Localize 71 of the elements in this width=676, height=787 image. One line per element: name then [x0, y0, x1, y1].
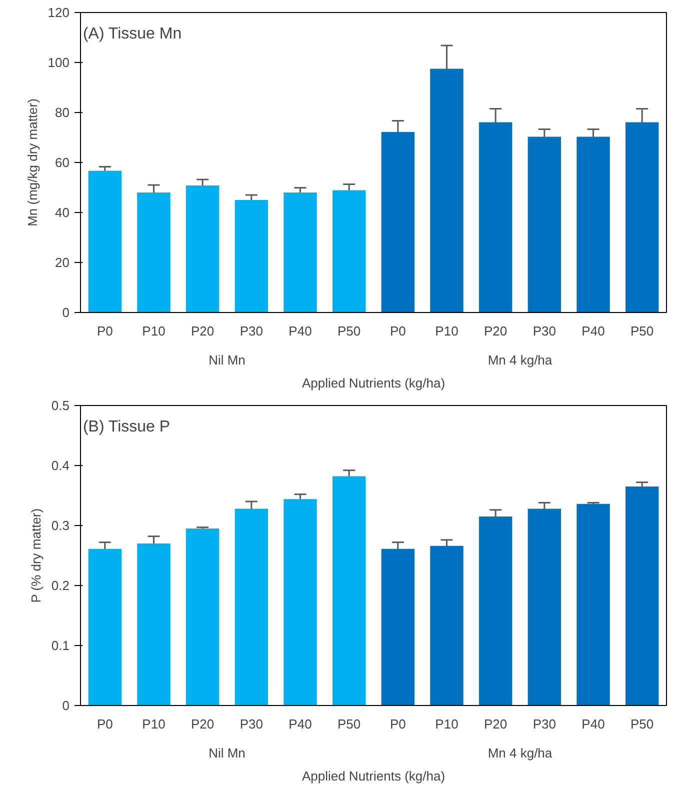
x-tick-label: P10	[142, 324, 166, 338]
bar	[234, 508, 268, 706]
x-tick-label: P0	[390, 716, 406, 732]
bar	[625, 122, 659, 312]
x-tick-label: P40	[288, 324, 312, 338]
bar	[576, 136, 610, 312]
y-tick-label: 40	[55, 205, 70, 220]
x-tick-label: P50	[630, 324, 654, 338]
x-tick-label: P10	[435, 324, 458, 338]
x-tick-label: P20	[484, 716, 508, 732]
x-tick-label: P40	[582, 716, 605, 732]
y-tick-label: 0	[62, 698, 70, 713]
bar	[186, 186, 220, 312]
x-tick-label: P40	[582, 324, 605, 338]
text: (A) Tissue Mn	[82, 26, 182, 42]
x-tick-label: P0	[96, 324, 113, 338]
bar	[478, 122, 512, 312]
y-tick-label: 80	[55, 105, 70, 120]
bar	[478, 516, 512, 706]
y-tick-label: 0.2	[51, 578, 70, 593]
x-tick-label: P50	[630, 716, 654, 732]
x-tick-label: P30	[532, 324, 556, 338]
bar	[528, 508, 562, 706]
y-tick-label: 0.1	[51, 638, 70, 653]
x-axis-title: Applied Nutrients (kg/ha)	[302, 768, 446, 784]
x-tick-label: P30	[240, 716, 263, 732]
y-tick-label: 0.3	[51, 518, 70, 533]
x-tick-label: P20	[191, 716, 214, 732]
bar	[284, 192, 317, 312]
x-axis-title: Applied Nutrients (kg/ha)	[302, 376, 446, 390]
y-tick-label: 60	[55, 155, 70, 170]
x-tick-label: P0	[390, 324, 406, 338]
bar	[88, 548, 122, 706]
y-tick-label: 120	[48, 5, 70, 20]
text: (B) Tissue P	[82, 418, 170, 436]
x-tick-label: P40	[288, 716, 312, 732]
y-tick-label: 0.4	[51, 458, 70, 473]
text: Mn 4 kg/ha	[488, 746, 553, 760]
bar	[430, 546, 464, 706]
x-tick-label: P50	[338, 716, 361, 732]
bar	[137, 544, 170, 706]
x-tick-label: P0	[96, 716, 113, 732]
bar	[332, 190, 366, 312]
x-tick-label: P50	[338, 324, 361, 338]
x-tick-label: P10	[142, 716, 166, 732]
y-axis-title: Mn (mg/kg dry matter)	[24, 98, 40, 226]
y-tick-label: 0	[62, 305, 70, 320]
text: Mn 4 kg/ha	[488, 352, 553, 368]
x-tick-label: P30	[240, 324, 263, 338]
x-tick-label: P20	[191, 324, 214, 338]
bar	[381, 548, 415, 706]
bar	[381, 132, 415, 312]
bar	[284, 499, 317, 706]
bar	[576, 504, 610, 706]
bar	[430, 68, 464, 312]
bar	[88, 170, 122, 312]
bar	[137, 192, 170, 312]
x-tick-label: P20	[484, 324, 508, 338]
bar	[625, 486, 659, 706]
y-tick-label: 20	[55, 255, 70, 270]
y-axis-title: P (% dry matter)	[28, 508, 44, 603]
text: Nil Mn	[208, 746, 246, 760]
bar	[528, 136, 562, 312]
bar	[234, 200, 268, 312]
x-tick-label: P10	[435, 716, 458, 732]
x-tick-label: P30	[532, 716, 556, 732]
y-tick-label: 100	[48, 55, 70, 70]
y-tick-label: 0.5	[51, 398, 70, 413]
bar	[186, 528, 220, 706]
text: Nil Mn	[208, 352, 246, 368]
bar	[332, 476, 366, 706]
